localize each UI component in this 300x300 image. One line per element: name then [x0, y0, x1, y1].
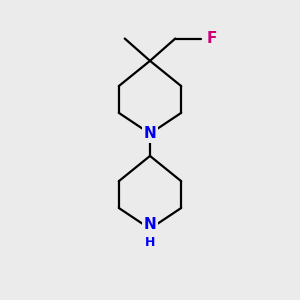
Text: F: F	[207, 31, 217, 46]
Text: H: H	[145, 236, 155, 249]
Text: N: N	[144, 218, 156, 232]
Text: N: N	[144, 126, 156, 141]
